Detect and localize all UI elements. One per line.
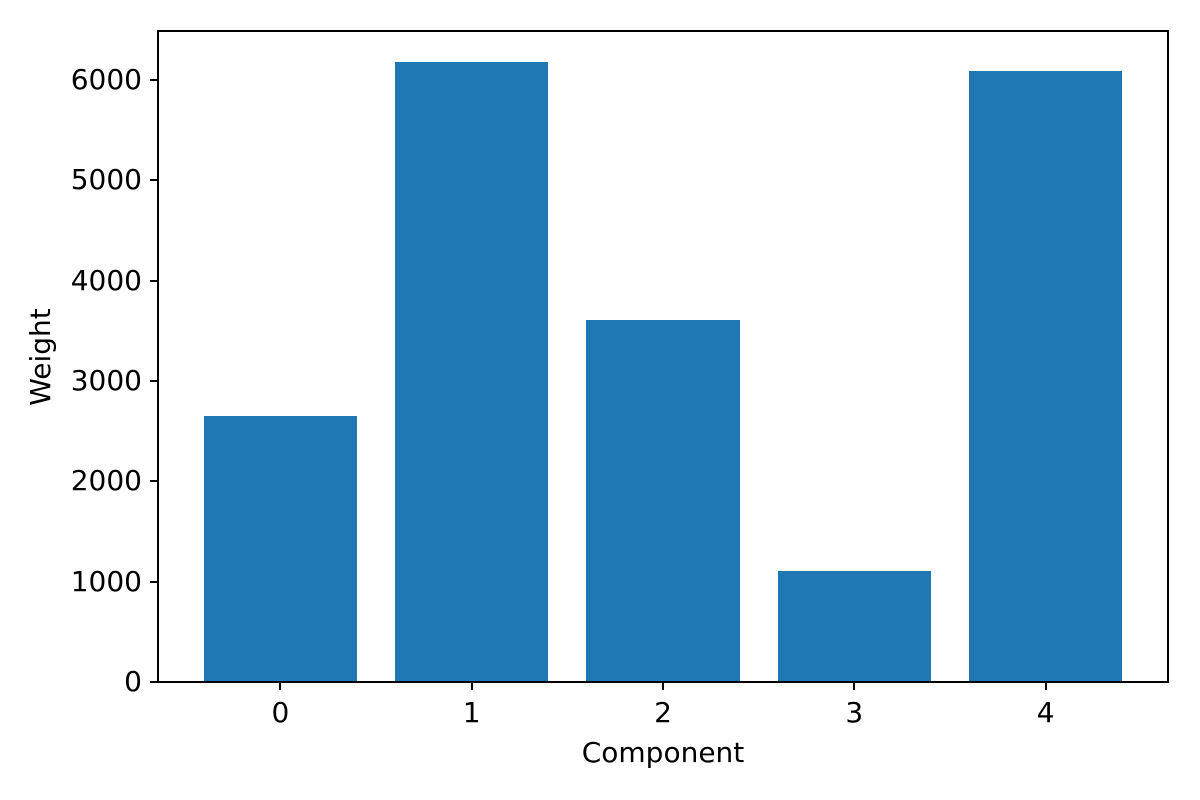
x-axis-label: Component (581, 736, 745, 769)
x-tick-label: 2 (654, 696, 672, 729)
y-tick-label: 2000 (70, 464, 142, 498)
y-tick-mark (150, 580, 158, 583)
x-tick-mark (279, 682, 282, 690)
bar-3 (777, 570, 931, 682)
bar-1 (395, 62, 549, 682)
y-tick-mark (150, 179, 158, 182)
y-tick-label: 4000 (70, 263, 142, 297)
x-tick-mark (662, 682, 664, 690)
y-tick-mark (150, 279, 158, 282)
bar-2 (586, 319, 740, 682)
x-tick-label: 0 (271, 696, 290, 729)
y-tick-label: 3000 (70, 364, 142, 398)
y-tick-label: 6000 (70, 63, 142, 97)
plot-area (158, 31, 1168, 682)
x-tick-mark (1044, 682, 1047, 690)
bar-0 (203, 416, 357, 682)
y-tick-label: 1000 (70, 564, 142, 598)
bar-4 (969, 71, 1123, 682)
y-tick-mark (150, 79, 158, 82)
y-tick-mark (150, 480, 158, 483)
y-tick-mark (150, 681, 158, 683)
x-tick-mark (470, 682, 473, 690)
x-tick-label: 3 (845, 696, 864, 729)
y-tick-label: 5000 (70, 163, 142, 197)
x-tick-label: 4 (1036, 696, 1055, 729)
y-axis-label: Weight (24, 308, 57, 406)
y-tick-label: 0 (124, 665, 142, 698)
x-tick-label: 1 (462, 696, 481, 729)
y-tick-mark (150, 380, 158, 383)
x-tick-mark (853, 682, 856, 690)
